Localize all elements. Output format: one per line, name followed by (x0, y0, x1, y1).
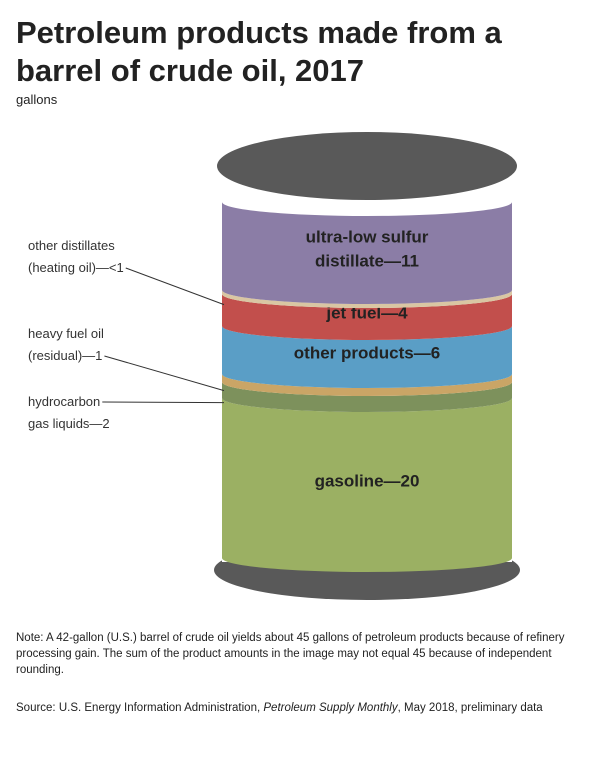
chart-title: Petroleum products made from a barrel of… (16, 15, 502, 88)
label-line: (heating oil)—<1 (28, 260, 124, 275)
label-line: gas liquids—2 (28, 416, 110, 431)
barrel-segment (222, 294, 512, 340)
leader-line (125, 267, 225, 306)
callout-label: other distillates (heating oil)—<1 (28, 238, 124, 275)
label-line: ultra-low sulfur (306, 227, 429, 246)
barrel-segment (222, 290, 512, 308)
segment-label: gasoline—20 (315, 471, 420, 490)
source-suffix: , May 2018, preliminary data (397, 702, 543, 714)
source-publication: Petroleum Supply Monthly (263, 702, 398, 714)
segment-label: jet fuel—4 (325, 303, 408, 322)
source-prefix: Source: U.S. Energy Information Administ… (16, 702, 261, 714)
callout-label: hydrocarbon gas liquids—2 (28, 394, 110, 431)
barrel-segment (222, 398, 512, 572)
segment-label: ultra-low sulfur distillate—11 (306, 227, 429, 270)
barrel-segment (222, 382, 512, 412)
leader-line (104, 355, 225, 392)
label-line: (residual)—1 (28, 348, 102, 363)
barrel-segment (222, 326, 512, 388)
chart-subtitle: gallons (16, 92, 58, 107)
leader-line (102, 401, 225, 404)
label-line: other distillates (28, 238, 115, 253)
barrel-top (217, 132, 517, 200)
label-line: gasoline—20 (315, 471, 420, 490)
label-line: other products—6 (294, 343, 440, 362)
label-line: heavy fuel oil (28, 326, 104, 341)
label-line: jet fuel—4 (325, 303, 408, 322)
barrel-segment (222, 202, 512, 304)
callout-label: heavy fuel oil (residual)—1 (28, 326, 104, 363)
source: Source: U.S. Energy Information Administ… (16, 700, 576, 716)
barrel-segment (222, 374, 512, 396)
note: Note: A 42-gallon (U.S.) barrel of crude… (16, 632, 565, 676)
segment-label: other products—6 (294, 343, 440, 362)
label-line: distillate—11 (315, 251, 419, 270)
label-line: hydrocarbon (28, 394, 100, 409)
chart: gasoline—20 other products—6 jet fuel—4 ult… (28, 132, 520, 600)
